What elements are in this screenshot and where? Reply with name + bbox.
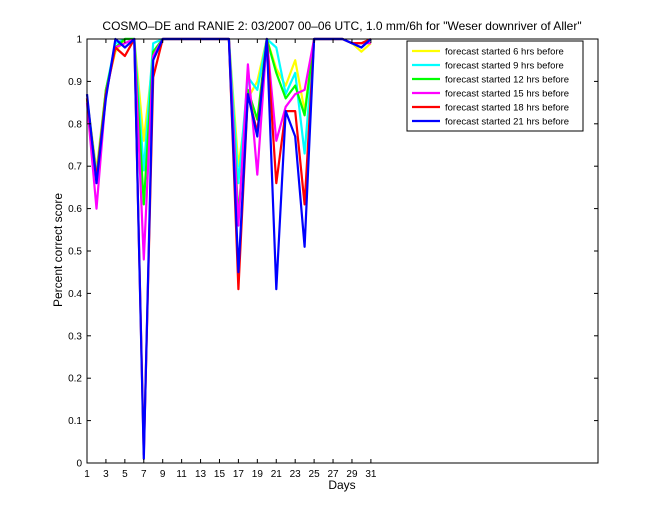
x-tick-label: 23 [290, 469, 302, 480]
chart-title: COSMO–DE and RANIE 2: 03/2007 00–06 UTC,… [102, 19, 581, 33]
y-tick-label: 0.4 [68, 289, 82, 300]
y-tick-label: 1 [76, 35, 82, 46]
y-tick-label: 0.7 [68, 162, 82, 173]
x-tick-label: 29 [346, 469, 358, 480]
y-tick-label: 0.6 [68, 204, 82, 215]
legend-label: forecast started 12 hrs before [445, 75, 569, 86]
legend-label: forecast started 9 hrs before [445, 61, 564, 72]
x-tick-label: 1 [84, 469, 90, 480]
x-axis-label: Days [328, 478, 355, 492]
y-tick-label: 0.8 [68, 119, 82, 130]
x-tick-label: 21 [271, 469, 283, 480]
x-tick-label: 15 [214, 469, 226, 480]
legend-label: forecast started 6 hrs before [445, 47, 564, 58]
legend-label: forecast started 18 hrs before [445, 103, 569, 114]
x-tick-label: 9 [160, 469, 166, 480]
x-axis: 1 3 5 7 9 11 13 15 17 19 21 23 25 27 29 31 [84, 39, 377, 480]
x-tick-label: 11 [176, 469, 187, 480]
legend-label: forecast started 15 hrs before [445, 89, 569, 100]
legend-label: forecast started 21 hrs before [445, 117, 569, 128]
x-tick-label: 31 [365, 469, 377, 480]
legend-box [406, 40, 584, 132]
x-tick-label: 7 [141, 469, 147, 480]
legend: forecast started 6 hrs before forecast st… [406, 40, 584, 132]
x-tick-label: 3 [103, 469, 109, 480]
y-tick-label: 0.5 [68, 247, 82, 258]
x-tick-label: 17 [233, 469, 245, 480]
x-tick-label: 25 [309, 469, 321, 480]
y-tick-label: 0 [76, 459, 82, 470]
x-tick-label: 27 [327, 469, 339, 480]
x-tick-label: 13 [195, 469, 207, 480]
y-tick-label: 0.9 [68, 77, 82, 88]
x-tick-label: 19 [252, 469, 264, 480]
y-tick-label: 0.2 [68, 374, 82, 385]
y-tick-label: 0.3 [68, 331, 82, 342]
x-tick-label: 5 [122, 469, 128, 480]
y-tick-label: 0.1 [68, 416, 82, 427]
y-axis: 0 0.1 0.2 0.3 0.4 0.5 0.6 0.7 0.8 0.9 1 [68, 35, 598, 470]
y-axis-label: Percent correct score [51, 193, 65, 307]
